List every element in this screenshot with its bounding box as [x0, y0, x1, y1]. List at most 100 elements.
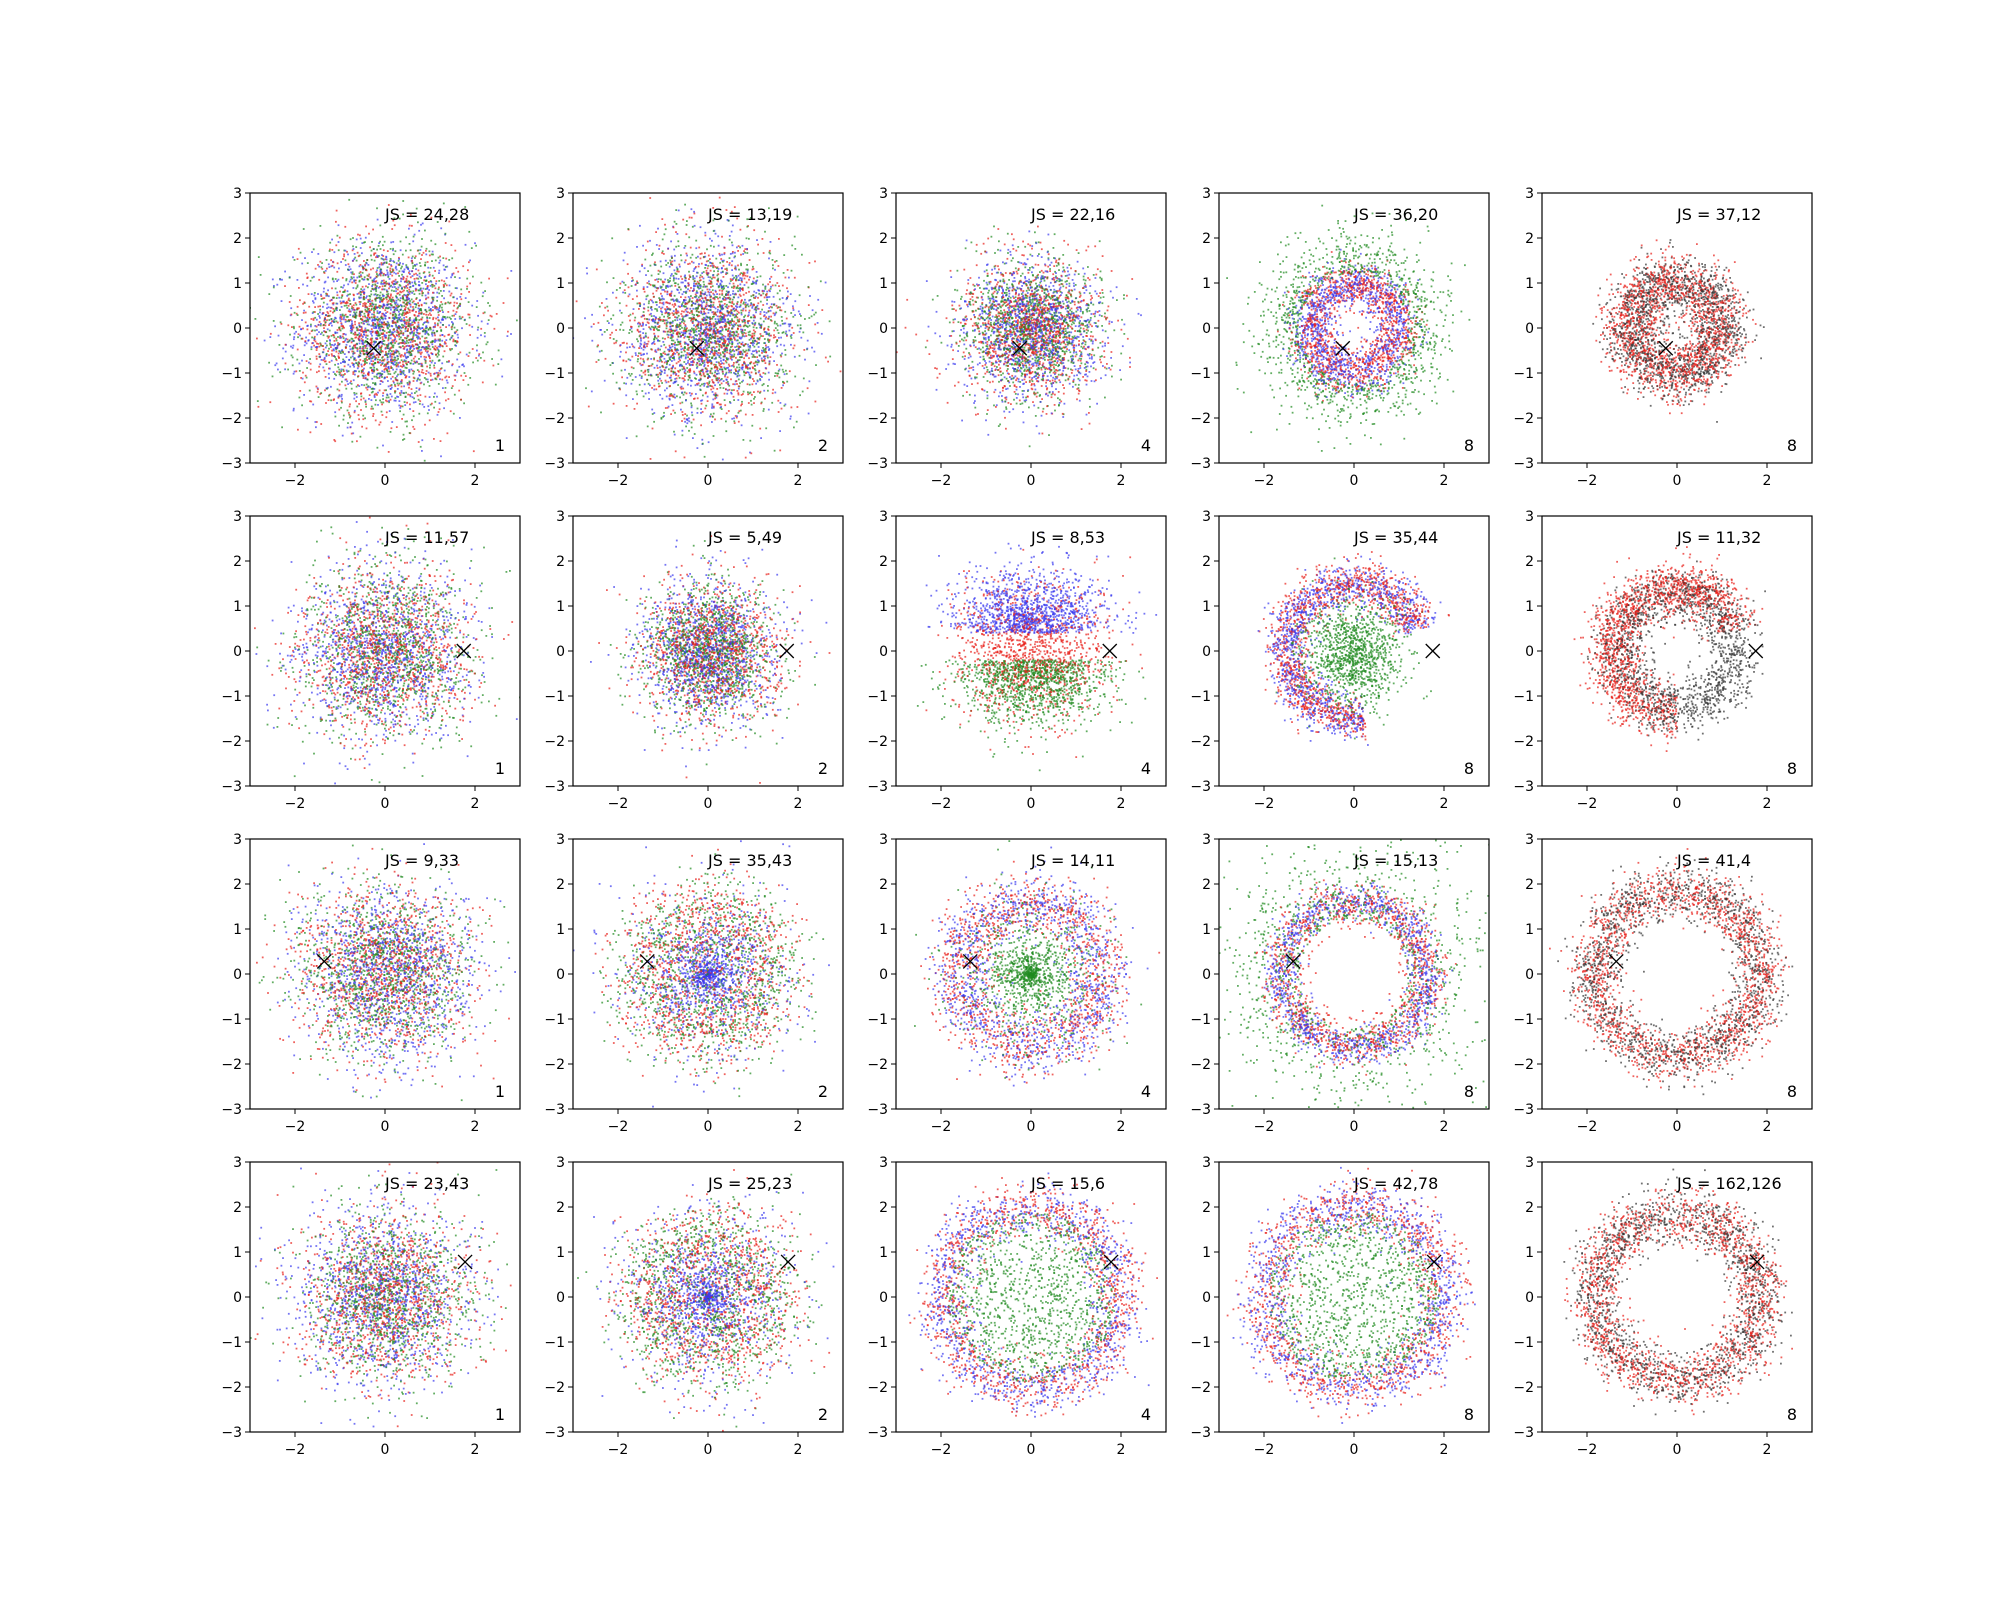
scatter-point	[678, 315, 680, 317]
scatter-point	[770, 276, 772, 278]
scatter-point	[387, 301, 389, 303]
scatter-point	[473, 450, 475, 452]
scatter-point	[457, 341, 459, 343]
scatter-point	[665, 407, 667, 409]
scatter-point	[373, 365, 375, 367]
scatter-point	[764, 358, 766, 360]
scatter-point	[379, 359, 381, 361]
scatter-point	[704, 456, 706, 458]
scatter-point	[415, 268, 417, 270]
scatter-point	[425, 254, 427, 256]
scatter-point	[704, 364, 706, 366]
scatter-point	[442, 319, 444, 321]
scatter-point	[749, 310, 751, 312]
scatter-point	[294, 333, 296, 335]
scatter-point	[284, 271, 286, 273]
scatter-point	[674, 255, 676, 257]
scatter-point	[323, 288, 325, 290]
scatter-point	[406, 426, 408, 428]
scatter-point	[394, 331, 396, 333]
scatter-point	[311, 337, 313, 339]
scatter-point	[710, 277, 712, 279]
scatter-point	[689, 363, 691, 365]
scatter-point	[393, 300, 395, 302]
scatter-point	[731, 335, 733, 337]
scatter-point	[389, 410, 391, 412]
scatter-point	[312, 300, 314, 302]
scatter-point	[456, 371, 458, 373]
scatter-point	[398, 384, 400, 386]
scatter-point	[331, 360, 333, 362]
scatter-point	[678, 210, 680, 212]
scatter-point	[726, 412, 728, 414]
scatter-point	[361, 242, 363, 244]
scatter-point	[697, 397, 699, 399]
scatter-point	[674, 282, 676, 284]
scatter-point	[704, 375, 706, 377]
scatter-point	[686, 422, 688, 424]
scatter-point	[342, 341, 344, 343]
scatter-point	[344, 361, 346, 363]
scatter-point	[656, 244, 658, 246]
scatter-point	[323, 302, 325, 304]
scatter-point	[454, 340, 456, 342]
scatter-point	[455, 267, 457, 269]
scatter-point	[326, 307, 328, 309]
scatter-point	[418, 284, 420, 286]
scatter-point	[428, 289, 430, 291]
scatter-point	[346, 307, 348, 309]
scatter-point	[408, 289, 410, 291]
scatter-point	[409, 384, 411, 386]
scatter-point	[438, 270, 440, 272]
scatter-point	[377, 392, 379, 394]
scatter-point	[356, 239, 358, 241]
scatter-point	[209, 307, 211, 309]
scatter-point	[311, 277, 313, 279]
scatter-point	[338, 224, 340, 226]
scatter-point	[341, 394, 343, 396]
scatter-point	[413, 377, 415, 379]
scatter-point	[783, 345, 785, 347]
scatter-point	[417, 395, 419, 397]
scatter-point	[646, 353, 648, 355]
scatter-point	[420, 328, 422, 330]
scatter-point	[305, 375, 307, 377]
scatter-point	[405, 326, 407, 328]
scatter-point	[388, 338, 390, 340]
scatter-point	[469, 334, 471, 336]
scatter-point	[457, 307, 459, 309]
scatter-point	[380, 324, 382, 326]
scatter-point	[781, 353, 783, 355]
scatter-point	[327, 313, 329, 315]
scatter-point	[739, 367, 741, 369]
scatter-point	[460, 399, 462, 401]
scatter-point	[447, 311, 449, 313]
scatter-point	[334, 364, 336, 366]
scatter-point	[401, 390, 403, 392]
scatter-point	[420, 394, 422, 396]
scatter-point	[406, 311, 408, 313]
scatter-point	[400, 285, 402, 287]
scatter-point	[423, 322, 425, 324]
scatter-point	[391, 347, 393, 349]
scatter-point	[392, 286, 394, 288]
scatter-point	[457, 337, 459, 339]
scatter-point	[300, 252, 302, 254]
scatter-point	[355, 336, 357, 338]
scatter-point	[794, 277, 796, 279]
scatter-point	[740, 263, 742, 265]
scatter-point	[351, 383, 353, 385]
scatter-point	[440, 368, 442, 370]
scatter-point	[349, 300, 351, 302]
scatter-point	[709, 258, 711, 260]
scatter-point	[405, 286, 407, 288]
scatter-point	[404, 404, 406, 406]
scatter-point	[680, 276, 682, 278]
scatter-point	[658, 383, 660, 385]
scatter-point	[487, 323, 489, 325]
scatter-point	[320, 345, 322, 347]
scatter-point	[347, 339, 349, 341]
scatter-point	[799, 313, 801, 315]
scatter-point	[421, 319, 423, 321]
scatter-point	[411, 270, 413, 272]
